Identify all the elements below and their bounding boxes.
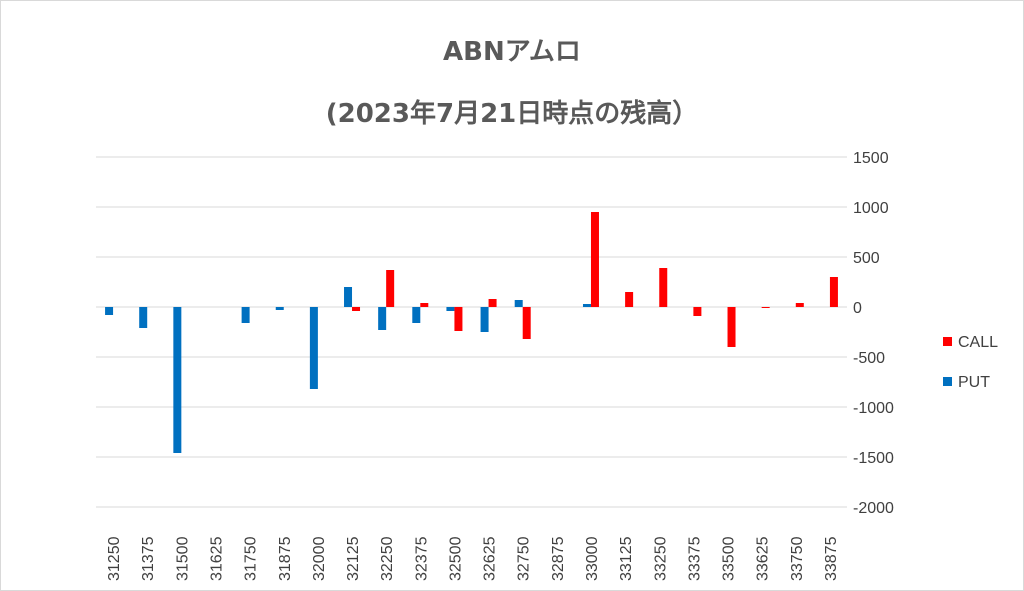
y-tick-label: 500 bbox=[853, 250, 880, 267]
x-tick-label: 33750 bbox=[789, 536, 806, 581]
x-tick-label: 32750 bbox=[516, 536, 533, 581]
x-tick-label: 32250 bbox=[379, 536, 396, 581]
put-bar bbox=[344, 287, 353, 307]
y-tick-label: -1000 bbox=[853, 400, 894, 417]
put-bar bbox=[412, 307, 421, 323]
put-bar bbox=[275, 307, 284, 310]
put-bar bbox=[378, 307, 387, 330]
call-bar bbox=[659, 268, 668, 307]
put-bar bbox=[173, 307, 182, 453]
x-tick-label: 32500 bbox=[447, 536, 464, 581]
legend-swatch-put bbox=[943, 377, 952, 386]
x-tick-label: 31500 bbox=[174, 536, 191, 581]
legend-swatch-call bbox=[943, 337, 952, 346]
chart-subtitle: (2023年7月21日時点の残高） bbox=[325, 99, 699, 129]
call-bar bbox=[795, 303, 804, 307]
put-bar bbox=[446, 307, 455, 311]
x-tick-label: 33000 bbox=[584, 536, 601, 581]
x-tick-label: 33875 bbox=[823, 536, 840, 581]
y-tick-label: 1000 bbox=[853, 200, 889, 217]
put-bar bbox=[480, 307, 489, 332]
y-tick-label: -2000 bbox=[853, 500, 894, 517]
call-bar bbox=[420, 303, 429, 307]
x-tick-label: 31875 bbox=[277, 536, 294, 581]
x-tick-label: 32375 bbox=[413, 536, 430, 581]
y-tick-label: -1500 bbox=[853, 450, 894, 467]
x-tick-label: 31625 bbox=[208, 536, 225, 581]
x-tick-label: 33125 bbox=[618, 536, 635, 581]
call-bar bbox=[829, 277, 838, 307]
y-tick-label: 1500 bbox=[853, 150, 889, 167]
x-tick-label: 31375 bbox=[140, 536, 157, 581]
x-tick-label: 32125 bbox=[345, 536, 362, 581]
call-bar bbox=[761, 307, 770, 308]
call-bar bbox=[590, 212, 599, 307]
y-tick-label: 0 bbox=[853, 300, 862, 317]
x-tick-label: 33625 bbox=[755, 536, 772, 581]
x-tick-label: 32875 bbox=[550, 536, 567, 581]
call-bar bbox=[625, 292, 634, 307]
x-tick-label: 32625 bbox=[482, 536, 499, 581]
put-bar bbox=[582, 304, 591, 307]
chart-title: ABNアムロ bbox=[443, 37, 581, 67]
call-bar bbox=[522, 307, 531, 339]
legend-label-put: PUT bbox=[958, 374, 990, 391]
x-tick-label: 31250 bbox=[106, 536, 123, 581]
y-tick-label: -500 bbox=[853, 350, 885, 367]
call-bar bbox=[727, 307, 736, 347]
put-bar bbox=[139, 307, 148, 328]
call-bar bbox=[488, 299, 497, 307]
x-tick-label: 33500 bbox=[721, 536, 738, 581]
x-tick-label: 31750 bbox=[243, 536, 260, 581]
put-bar bbox=[514, 300, 523, 307]
call-bar bbox=[386, 270, 395, 307]
legend-label-call: CALL bbox=[958, 334, 998, 351]
x-tick-label: 32000 bbox=[311, 536, 328, 581]
put-bar bbox=[241, 307, 250, 323]
put-bar bbox=[105, 307, 114, 315]
x-tick-label: 33375 bbox=[686, 536, 703, 581]
call-bar bbox=[693, 307, 702, 316]
x-tick-label: 33250 bbox=[652, 536, 669, 581]
put-bar bbox=[309, 307, 318, 389]
call-bar bbox=[352, 307, 361, 311]
call-bar bbox=[454, 307, 463, 331]
